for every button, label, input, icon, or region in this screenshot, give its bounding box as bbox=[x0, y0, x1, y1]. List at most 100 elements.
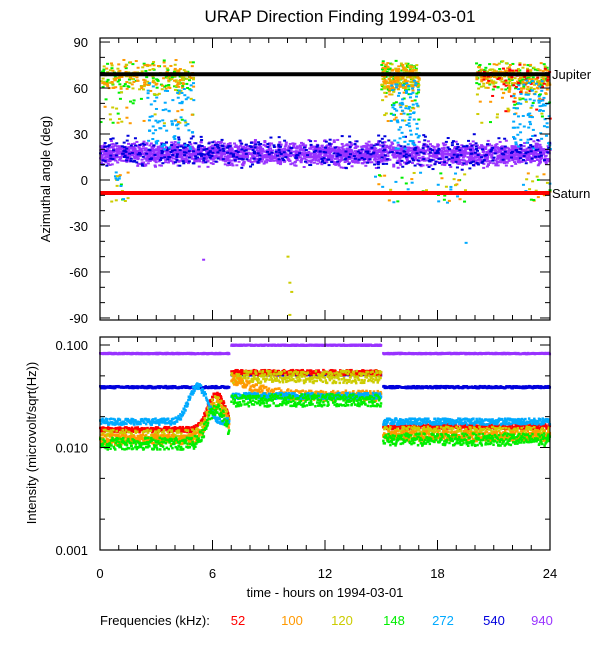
scatter-point bbox=[419, 165, 423, 168]
scatter-point bbox=[383, 174, 387, 177]
scatter-point bbox=[156, 121, 160, 124]
scatter-point bbox=[499, 156, 503, 159]
scatter-point bbox=[249, 165, 253, 168]
scatter-point bbox=[240, 166, 244, 169]
scatter-point bbox=[302, 155, 306, 158]
scatter-point bbox=[108, 81, 112, 84]
scatter-point bbox=[116, 149, 120, 152]
scatter-point bbox=[316, 162, 320, 165]
scatter-point bbox=[125, 87, 129, 90]
scatter-point bbox=[528, 70, 532, 73]
scatter-point bbox=[485, 78, 489, 81]
scatter-point bbox=[388, 93, 392, 96]
scatter-point bbox=[519, 147, 523, 150]
scatter-point bbox=[536, 139, 540, 142]
scatter-point bbox=[483, 157, 487, 160]
scatter-point bbox=[114, 199, 118, 202]
scatter-point bbox=[328, 153, 332, 156]
scatter-point bbox=[338, 151, 342, 154]
scatter-point bbox=[116, 80, 120, 83]
scatter-point bbox=[160, 88, 164, 91]
scatter-point bbox=[144, 163, 148, 166]
scatter-point bbox=[544, 160, 548, 163]
scatter-point bbox=[216, 157, 220, 160]
scatter-point bbox=[337, 164, 341, 167]
scatter-point bbox=[143, 143, 147, 146]
scatter-point bbox=[494, 163, 498, 166]
scatter-point bbox=[381, 60, 385, 63]
scatter-point bbox=[436, 144, 440, 147]
scatter-point bbox=[408, 67, 412, 70]
scatter-point bbox=[448, 163, 452, 166]
scatter-point bbox=[180, 153, 184, 156]
scatter-point bbox=[204, 161, 208, 164]
scatter-point bbox=[524, 93, 528, 96]
scatter-point bbox=[160, 154, 164, 157]
scatter-point bbox=[279, 153, 283, 156]
scatter-point bbox=[536, 68, 540, 71]
scatter-point bbox=[101, 70, 105, 73]
scatter-point bbox=[511, 158, 515, 161]
scatter-point bbox=[136, 66, 140, 69]
scatter-point bbox=[381, 145, 385, 148]
scatter-point bbox=[151, 138, 155, 141]
scatter-point bbox=[116, 67, 120, 70]
scatter-point bbox=[401, 151, 405, 154]
scatter-point bbox=[181, 160, 185, 163]
scatter-point bbox=[540, 104, 544, 107]
scatter-point bbox=[136, 162, 140, 165]
scatter-point bbox=[417, 148, 421, 151]
scatter-point bbox=[257, 143, 261, 146]
scatter-point bbox=[382, 70, 386, 73]
scatter-point bbox=[526, 85, 530, 88]
scatter-point bbox=[177, 141, 181, 144]
scatter-point bbox=[471, 149, 475, 152]
scatter-point bbox=[542, 77, 546, 80]
scatter-point bbox=[122, 159, 126, 162]
scatter-point bbox=[272, 159, 276, 162]
scatter-point bbox=[537, 143, 541, 146]
scatter-point bbox=[388, 80, 392, 83]
scatter-point bbox=[106, 162, 110, 165]
scatter-point bbox=[163, 89, 167, 92]
scatter-point bbox=[541, 148, 545, 151]
scatter-point bbox=[144, 153, 148, 156]
scatter-point bbox=[149, 89, 153, 92]
scatter-point bbox=[125, 147, 129, 150]
scatter-point bbox=[103, 81, 107, 84]
scatter-point bbox=[283, 145, 287, 148]
scatter-point bbox=[515, 157, 519, 160]
scatter-point bbox=[404, 105, 408, 108]
scatter-point bbox=[303, 157, 307, 160]
chart-title: URAP Direction Finding 1994-03-01 bbox=[205, 7, 476, 26]
scatter-point bbox=[421, 147, 425, 150]
scatter-point bbox=[384, 112, 388, 115]
scatter-point bbox=[299, 146, 303, 149]
scatter-point bbox=[399, 62, 403, 65]
scatter-point bbox=[427, 157, 431, 160]
scatter-point bbox=[142, 147, 146, 150]
scatter-point bbox=[404, 66, 408, 69]
scatter-point bbox=[502, 83, 506, 86]
scatter-point bbox=[512, 84, 516, 87]
scatter-point bbox=[509, 149, 513, 152]
scatter-point bbox=[458, 151, 462, 154]
scatter-point bbox=[386, 85, 390, 88]
scatter-point bbox=[539, 147, 543, 150]
scatter-point bbox=[415, 102, 419, 105]
scatter-point bbox=[482, 166, 486, 169]
scatter-point bbox=[388, 88, 392, 91]
scatter-point bbox=[233, 160, 237, 163]
scatter-point bbox=[396, 76, 400, 79]
scatter-point bbox=[525, 147, 529, 150]
scatter-point bbox=[518, 157, 522, 160]
scatter-point bbox=[460, 151, 464, 154]
scatter-point bbox=[383, 65, 387, 68]
scatter-point bbox=[396, 94, 400, 97]
scatter-point bbox=[204, 158, 208, 161]
scatter-point bbox=[490, 156, 494, 159]
scatter-point bbox=[401, 77, 405, 80]
scatter-point bbox=[259, 146, 263, 149]
scatter-point bbox=[170, 76, 174, 79]
scatter-point bbox=[407, 85, 411, 88]
